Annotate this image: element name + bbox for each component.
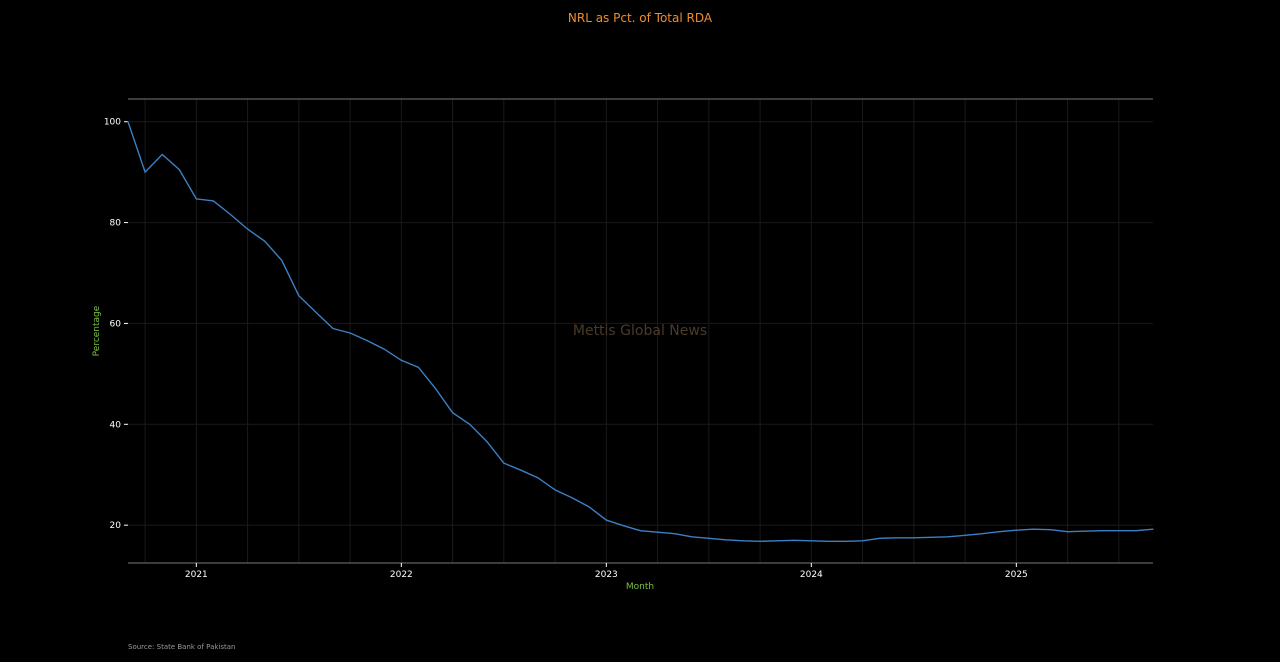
data-point bbox=[930, 536, 932, 538]
data-point bbox=[844, 540, 847, 542]
data-point bbox=[247, 228, 249, 230]
data-point bbox=[810, 540, 812, 542]
y-tick-label: 40 bbox=[110, 420, 122, 430]
data-point bbox=[776, 540, 778, 542]
data-point bbox=[161, 153, 163, 156]
grid-lines bbox=[128, 99, 1153, 563]
data-point bbox=[417, 366, 419, 368]
data-point bbox=[503, 462, 505, 464]
y-tick-label: 20 bbox=[110, 521, 122, 531]
data-point bbox=[605, 519, 607, 521]
data-point bbox=[725, 539, 727, 541]
source-note: Source: State Bank of Pakistan bbox=[128, 643, 235, 651]
data-point bbox=[554, 489, 556, 491]
chart-title: NRL as Pct. of Total RDA bbox=[568, 11, 713, 25]
data-point bbox=[998, 531, 1000, 533]
x-tick-label: 2024 bbox=[800, 570, 823, 580]
data-point bbox=[349, 332, 351, 334]
data-point bbox=[298, 295, 300, 297]
data-point bbox=[896, 537, 898, 539]
data-point bbox=[383, 348, 385, 350]
data-point bbox=[588, 506, 590, 508]
data-point bbox=[127, 121, 129, 123]
data-point bbox=[742, 540, 744, 542]
data-point bbox=[212, 200, 214, 202]
data-point bbox=[1049, 529, 1052, 531]
y-axis-label: Percentage bbox=[92, 305, 102, 356]
data-point bbox=[1015, 529, 1017, 531]
x-tick-label: 2022 bbox=[390, 570, 413, 580]
data-point bbox=[520, 469, 522, 471]
data-point bbox=[674, 533, 676, 535]
y-axis-ticks: 20 40 60 80 100 bbox=[104, 118, 128, 531]
y-tick-label: 100 bbox=[104, 118, 121, 128]
data-point bbox=[964, 534, 966, 536]
watermark-text: Mettis Global News bbox=[573, 323, 707, 339]
y-tick-label: 60 bbox=[110, 319, 122, 329]
x-axis-label: Month bbox=[626, 582, 654, 592]
x-tick-label: 2021 bbox=[185, 570, 208, 580]
y-tick-label: 80 bbox=[110, 219, 122, 229]
data-point bbox=[657, 531, 659, 533]
data-point bbox=[981, 533, 983, 535]
data-point bbox=[571, 497, 573, 499]
data-point bbox=[144, 171, 146, 173]
data-point bbox=[793, 539, 795, 541]
data-point bbox=[691, 536, 693, 538]
data-point bbox=[1067, 531, 1069, 533]
data-point bbox=[469, 423, 471, 425]
data-point bbox=[1032, 528, 1034, 530]
data-point bbox=[537, 477, 539, 479]
data-point bbox=[400, 359, 402, 361]
data-point bbox=[1118, 530, 1120, 532]
data-point bbox=[1152, 528, 1154, 530]
data-point bbox=[486, 440, 488, 443]
data-point bbox=[178, 169, 180, 171]
data-point bbox=[862, 540, 864, 542]
data-points bbox=[127, 121, 1154, 542]
data-point bbox=[879, 537, 881, 539]
data-point bbox=[1101, 530, 1103, 532]
data-point bbox=[1135, 530, 1137, 532]
x-tick-label: 2025 bbox=[1005, 570, 1028, 580]
data-point bbox=[759, 540, 761, 542]
data-point bbox=[1084, 530, 1086, 532]
data-point bbox=[827, 540, 830, 542]
data-point bbox=[281, 259, 283, 261]
data-point bbox=[452, 412, 454, 414]
x-axis-ticks: 2021 2022 2023 2024 2025 bbox=[185, 563, 1028, 580]
data-point bbox=[264, 240, 266, 242]
data-point bbox=[315, 311, 317, 313]
data-point bbox=[708, 537, 710, 539]
data-point bbox=[434, 387, 437, 390]
data-point bbox=[366, 340, 368, 342]
data-point bbox=[229, 213, 232, 216]
data-point bbox=[947, 536, 949, 538]
data-point bbox=[195, 198, 197, 200]
x-tick-label: 2023 bbox=[595, 570, 618, 580]
data-point bbox=[639, 530, 642, 532]
data-point bbox=[913, 537, 915, 539]
data-point bbox=[332, 327, 334, 330]
data-point bbox=[622, 525, 625, 527]
